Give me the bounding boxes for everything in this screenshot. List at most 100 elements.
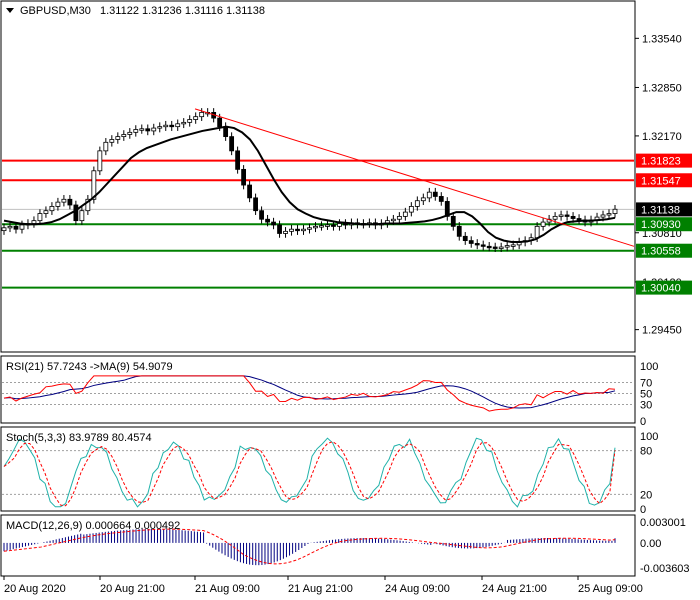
macd-tick-label: 0.003001 — [640, 517, 686, 529]
candle-body — [570, 215, 576, 219]
candle-body — [426, 191, 432, 199]
candle-body — [115, 136, 121, 140]
candle-body — [217, 117, 223, 128]
rsi-tick-label: 70 — [640, 378, 652, 390]
candle-body — [61, 198, 67, 203]
candle-body — [139, 128, 145, 131]
candle-body — [91, 170, 97, 200]
candle-body — [438, 196, 444, 202]
candle-body — [498, 246, 504, 249]
candle-body — [600, 214, 606, 218]
price-level-label-bg — [636, 173, 692, 188]
candle-body — [283, 230, 288, 234]
candle-body — [241, 168, 247, 186]
candle-body — [420, 197, 426, 202]
candle-body — [474, 243, 480, 246]
candle-body — [223, 126, 229, 138]
y-tick-label: 1.29450 — [642, 325, 682, 337]
rsi-tick-label: 100 — [640, 361, 658, 373]
ohlc-readout: 1.31122 1.31236 1.31116 1.31138 — [100, 5, 265, 17]
y-tick-label: 1.32850 — [642, 82, 682, 94]
rsi-tick-label: 30 — [640, 400, 652, 412]
candle-body — [127, 131, 133, 135]
candle-body — [450, 215, 456, 227]
x-tick-label: 20 Aug 2020 — [4, 583, 66, 595]
candle-body — [145, 128, 151, 132]
macd-panel[interactable] — [0, 514, 636, 577]
candle-body — [390, 218, 396, 222]
x-tick-label: 24 Aug 21:00 — [482, 583, 547, 595]
candle-body — [552, 215, 558, 220]
candle-body — [558, 214, 564, 217]
candle-body — [331, 224, 336, 227]
price-level-label: 1.30930 — [641, 219, 681, 231]
rsi-tick-label: 0 — [640, 416, 646, 428]
candle-body — [199, 111, 205, 118]
candle-body — [301, 228, 306, 232]
candle-body — [540, 221, 546, 227]
macd-signal-line — [3, 528, 616, 565]
rsi-panel[interactable] — [0, 355, 636, 424]
candle-body — [408, 206, 414, 213]
candle-body — [277, 224, 282, 234]
candle-body — [133, 129, 139, 133]
candle-body — [97, 150, 103, 172]
candle-body — [169, 124, 175, 128]
candle-body — [606, 213, 612, 216]
candle-body — [121, 134, 127, 138]
candle-body — [181, 121, 187, 125]
candle-body — [295, 228, 300, 232]
candle-body — [289, 228, 294, 232]
candle-body — [7, 225, 13, 229]
macd-tick-label: -0.003603 — [640, 563, 690, 575]
candle-body — [271, 221, 276, 226]
price-level-label: 1.30558 — [641, 246, 681, 258]
candle-body — [480, 244, 486, 247]
stoch-tick-label: 20 — [640, 489, 652, 501]
rsi-label: RSI(21) 57.7243 ->MA(9) 54.9079 — [6, 361, 173, 373]
candle-body — [157, 126, 163, 129]
candle-body — [307, 227, 312, 230]
candle-body — [19, 224, 25, 230]
candle-body — [229, 136, 235, 152]
candle-body — [73, 204, 79, 222]
candle-body — [462, 235, 468, 242]
candle-body — [109, 139, 115, 143]
candle-body — [163, 124, 169, 128]
candle-body — [37, 213, 43, 222]
candle-body — [319, 225, 324, 228]
price-level-label: 1.30040 — [641, 283, 681, 295]
stoch-tick-label: 0 — [640, 504, 646, 516]
candle-body — [432, 191, 438, 197]
main-panel[interactable] — [0, 0, 636, 353]
candle-body — [187, 119, 193, 123]
candle-body — [414, 200, 420, 207]
candle-body — [486, 245, 492, 249]
x-tick-label: 21 Aug 09:00 — [195, 583, 260, 595]
y-tick-label: 1.33540 — [642, 33, 682, 45]
candle-body — [265, 218, 270, 223]
current-price-tag: 1.31138 — [641, 204, 680, 216]
trendline — [194, 108, 635, 247]
candle-body — [67, 198, 73, 206]
candle-body — [564, 214, 570, 217]
stoch-tick-label: 80 — [640, 446, 652, 458]
candle-body — [79, 210, 85, 222]
candle-body — [313, 225, 318, 229]
stoch-label: Stoch(5,3,3) 83.9789 80.4574 — [6, 432, 152, 444]
triangle-down-icon[interactable] — [6, 8, 14, 13]
candle-body — [151, 127, 157, 132]
candle-body — [175, 123, 181, 128]
stoch-tick-label: 100 — [640, 431, 658, 443]
candle-body — [31, 220, 37, 224]
symbol-timeframe: GBPUSD,M30 — [20, 5, 91, 17]
price-level-label-bg — [636, 243, 692, 258]
candle-body — [456, 225, 462, 237]
candle-body — [55, 201, 61, 207]
candle-body — [235, 150, 241, 170]
moving-average-line — [3, 125, 616, 244]
rsi-tick-label: 50 — [640, 389, 652, 401]
candle-body — [253, 197, 258, 212]
price-level-label: 1.31823 — [641, 156, 681, 168]
